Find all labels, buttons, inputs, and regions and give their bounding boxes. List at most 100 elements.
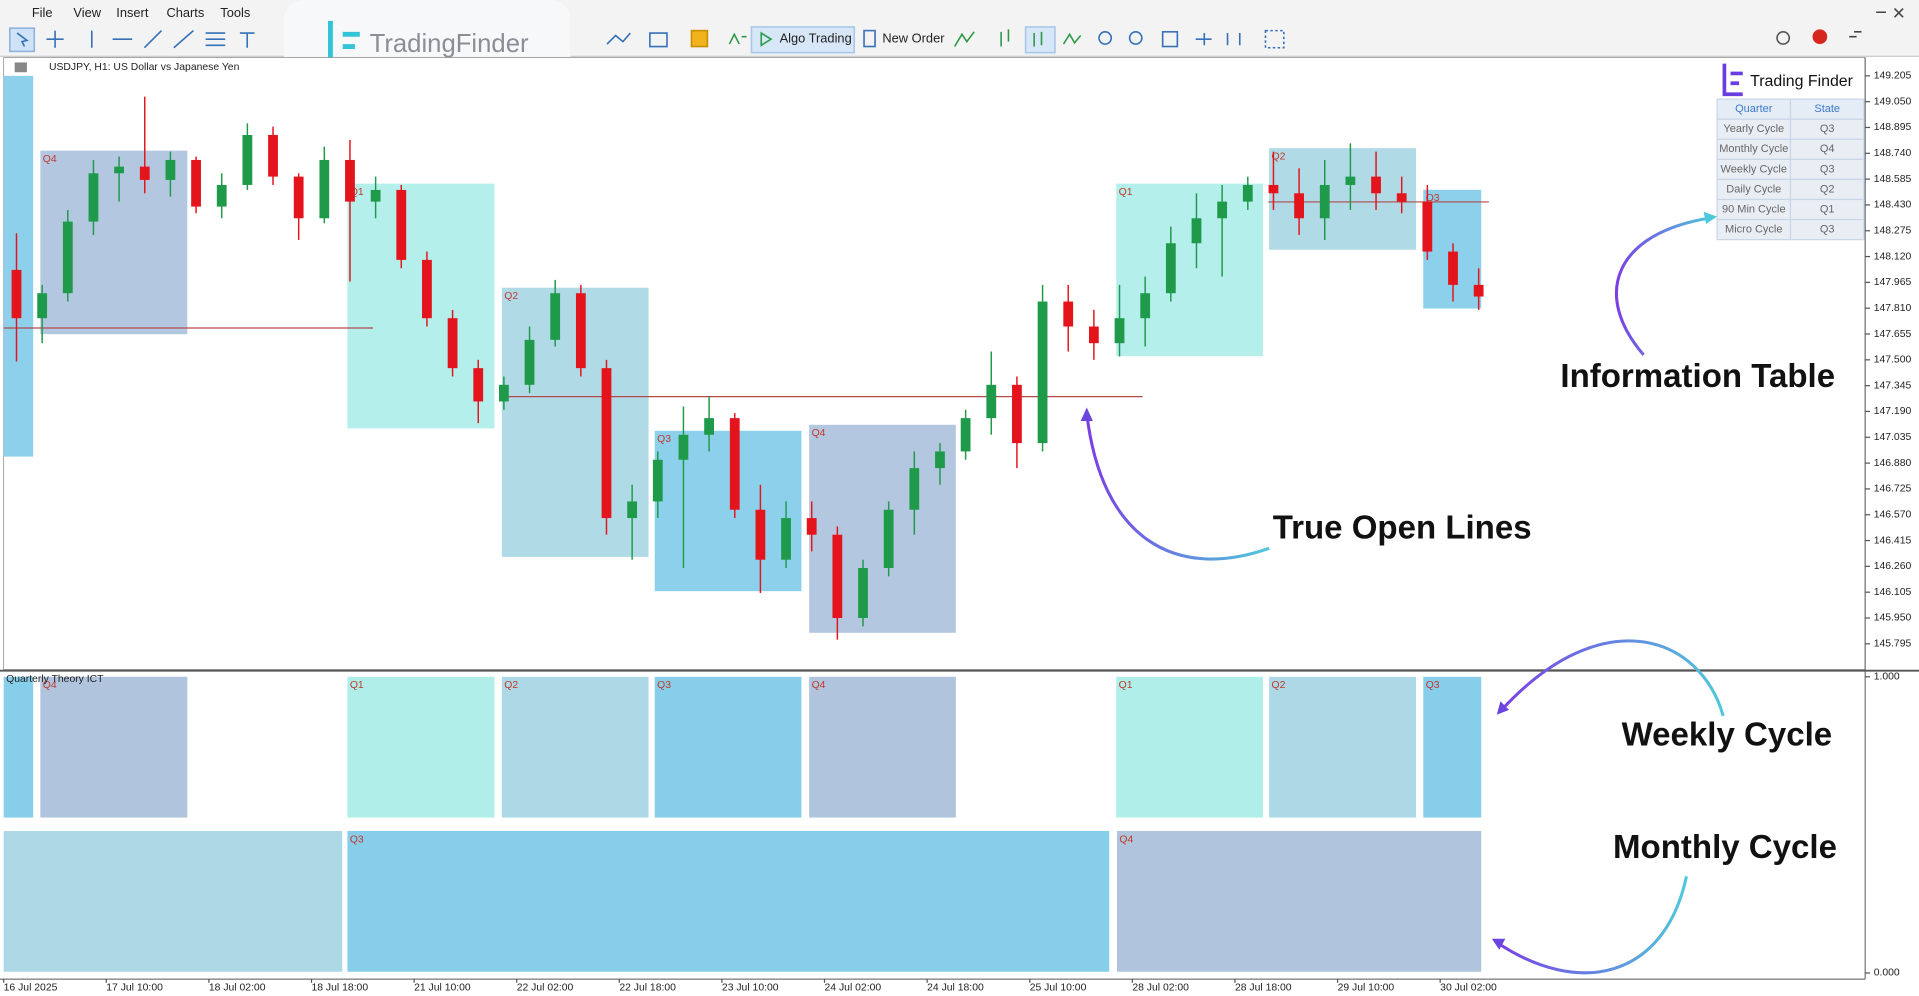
quarter-label: Q2 bbox=[504, 680, 518, 691]
table-cell: Q2 bbox=[1820, 183, 1835, 195]
menu-item[interactable]: File bbox=[32, 5, 53, 20]
quarter-label: Q1 bbox=[1119, 680, 1133, 691]
candle-body bbox=[1088, 326, 1099, 344]
menu-item[interactable]: Tools bbox=[220, 5, 250, 20]
table-cell: Q3 bbox=[1820, 123, 1835, 135]
candle-body bbox=[62, 221, 73, 294]
candle-body bbox=[550, 293, 561, 340]
candle-body bbox=[1140, 293, 1151, 319]
x-tick-label: 29 Jul 10:00 bbox=[1338, 982, 1395, 993]
candle-body bbox=[1217, 201, 1228, 219]
candle-body bbox=[729, 418, 740, 510]
screenshot-button[interactable] bbox=[1264, 29, 1285, 49]
candle-body bbox=[781, 518, 791, 560]
y-tick-label: 149.050 bbox=[1874, 96, 1912, 107]
window-controls[interactable] bbox=[1849, 8, 1904, 38]
quarter-label: Q3 bbox=[657, 434, 671, 445]
x-tick-label: 24 Jul 18:00 bbox=[927, 982, 984, 993]
annotation: Weekly Cycle bbox=[1622, 717, 1833, 754]
quarter-label: Q3 bbox=[1426, 680, 1440, 691]
monthly-cycle-box bbox=[347, 831, 1110, 972]
arrow-head bbox=[1496, 701, 1510, 715]
menu-bar: File View Insert Charts Tools bbox=[32, 5, 250, 20]
candles-button[interactable] bbox=[1024, 26, 1056, 54]
quarter-box bbox=[809, 424, 956, 633]
arrow-head bbox=[1703, 211, 1718, 224]
quarter-box bbox=[40, 150, 188, 335]
indicator-title: Quarterly Theory ICT bbox=[6, 674, 104, 685]
y-tick-label: 149.205 bbox=[1874, 71, 1912, 82]
y-tick-label: 0.000 bbox=[1874, 968, 1900, 979]
candle-body bbox=[1012, 384, 1022, 444]
menu-item[interactable]: Charts bbox=[166, 5, 204, 20]
candle-body bbox=[1294, 193, 1304, 219]
table-cell: Q3 bbox=[1820, 224, 1835, 236]
table-cell: Daily Cycle bbox=[1726, 183, 1781, 195]
table-cell: Weekly Cycle bbox=[1721, 163, 1787, 175]
candle-body bbox=[524, 339, 535, 385]
icon bbox=[606, 32, 668, 48]
icon[interactable] bbox=[690, 29, 709, 48]
zoom-out[interactable] bbox=[1128, 31, 1143, 45]
x-tick-label: 30 Jul 02:00 bbox=[1440, 982, 1497, 993]
y-tick-label: 145.950 bbox=[1874, 613, 1912, 624]
icon bbox=[1195, 33, 1241, 46]
candle-body bbox=[755, 509, 766, 560]
annotation: True Open Lines bbox=[1273, 510, 1532, 547]
y-tick-label: 146.415 bbox=[1874, 535, 1912, 546]
icon bbox=[953, 29, 1010, 47]
icon bbox=[728, 32, 747, 45]
quarter-label: Q2 bbox=[504, 291, 518, 302]
table-cell-bg bbox=[1789, 218, 1865, 241]
quarter-box bbox=[654, 430, 802, 592]
arrow-head bbox=[1080, 407, 1093, 422]
y-tick-label: 148.895 bbox=[1874, 122, 1912, 133]
x-tick-label: 21 Jul 10:00 bbox=[414, 982, 471, 993]
menu-item[interactable]: Insert bbox=[116, 5, 149, 20]
candle-body bbox=[909, 468, 920, 510]
candle-body bbox=[678, 434, 689, 460]
notifications[interactable] bbox=[1812, 29, 1828, 45]
zoom-in[interactable] bbox=[1098, 31, 1113, 45]
menu-item[interactable]: View bbox=[73, 5, 101, 20]
cursor-tool[interactable] bbox=[8, 27, 36, 53]
grid-button[interactable] bbox=[1161, 31, 1179, 48]
search[interactable] bbox=[1776, 31, 1791, 45]
icon bbox=[760, 31, 773, 47]
quarter-box bbox=[347, 183, 495, 429]
new-order-label[interactable]: New Order bbox=[882, 31, 945, 46]
y-tick-label: 147.810 bbox=[1874, 303, 1912, 314]
arrow bbox=[1615, 216, 1712, 356]
quarter-box bbox=[1116, 183, 1263, 357]
arrow bbox=[1495, 875, 1688, 975]
candle-body bbox=[114, 166, 125, 174]
icon bbox=[46, 30, 255, 49]
weekly-cycle-box bbox=[347, 676, 495, 818]
x-tick-label: 22 Jul 18:00 bbox=[619, 982, 676, 993]
candle-body bbox=[935, 451, 945, 469]
candle-body bbox=[1396, 193, 1407, 202]
candle-body bbox=[575, 293, 586, 369]
indicator-pane: Q4 Q1 Q2 Q3 Q4 Q1 Q2 Q3 Q3 Q4 1.000 0.000 bbox=[3, 672, 1900, 979]
x-tick-label: 24 Jul 02:00 bbox=[825, 982, 882, 993]
y-tick-label: 148.275 bbox=[1874, 226, 1912, 237]
algo-trading-label[interactable]: Algo Trading bbox=[780, 31, 852, 46]
quarter-label: Q1 bbox=[350, 187, 364, 198]
candle-body bbox=[447, 318, 458, 369]
arrow-head bbox=[1491, 938, 1506, 950]
table-header: State bbox=[1814, 103, 1840, 115]
x-tick-label: 16 Jul 2025 bbox=[4, 982, 58, 993]
arrow-heads bbox=[1080, 211, 1718, 950]
y-tick-label: 147.655 bbox=[1874, 329, 1912, 340]
candle-body bbox=[627, 501, 638, 519]
watermark-text: TradingFinder bbox=[370, 30, 529, 58]
candle-body bbox=[1165, 243, 1176, 294]
candle-body bbox=[1448, 251, 1458, 285]
y-tick-label: 146.570 bbox=[1874, 509, 1912, 520]
quarter-label: Q1 bbox=[1119, 187, 1133, 198]
candle-body bbox=[37, 293, 48, 319]
icon bbox=[1033, 31, 1082, 47]
candle-body bbox=[1242, 184, 1253, 202]
y-tick-label: 145.795 bbox=[1874, 639, 1912, 650]
